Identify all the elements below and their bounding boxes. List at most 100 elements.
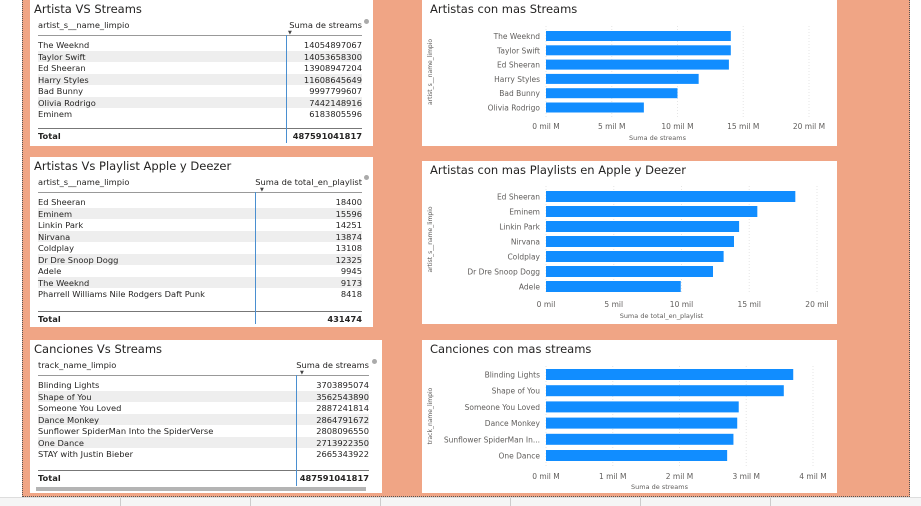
column-divider — [286, 35, 287, 143]
cell-name: Taylor Swift — [38, 51, 86, 62]
x-tick-label: 5 mil M — [598, 122, 625, 131]
table-artist-streams: artist_s__name_limpio Suma de streams ▼ … — [38, 17, 362, 143]
table-row[interactable]: One Dance 2713922350 — [38, 436, 369, 448]
chart-title: Canciones con mas streams — [430, 342, 592, 356]
bottom-scroll-strip — [0, 497, 921, 506]
bar — [546, 281, 681, 292]
more-options-icon[interactable] — [364, 175, 369, 180]
bar — [546, 221, 740, 232]
table-panel-artist-playlist[interactable]: Artistas Vs Playlist Apple y Deezer arti… — [30, 157, 373, 327]
cell-name: Coldplay — [38, 243, 75, 253]
table-row[interactable]: The Weeknd 9173 — [38, 276, 362, 288]
table-row[interactable]: Linkin Park 14251 — [38, 219, 362, 231]
bar — [546, 102, 644, 113]
table-row[interactable]: Someone You Loved 2887241814 — [38, 402, 369, 414]
table-row[interactable]: Olivia Rodrigo 7442148916 — [38, 96, 362, 108]
table-row[interactable]: The Weeknd 14054897067 — [38, 39, 362, 51]
y-category-label: Harry Styles — [494, 75, 540, 84]
cell-value: 13108 — [335, 243, 362, 253]
more-options-icon[interactable] — [372, 359, 377, 364]
table-row[interactable]: Coldplay 13108 — [38, 242, 362, 254]
horizontal-scrollbar[interactable] — [36, 487, 366, 491]
column-header-playlist[interactable]: Suma de total_en_playlist — [255, 177, 362, 187]
cell-value: 15596 — [335, 208, 362, 219]
sort-desc-icon[interactable]: ▼ — [288, 30, 292, 36]
cell-value: 13908947204 — [303, 63, 362, 73]
bar — [546, 251, 724, 262]
cell-value: 14053658300 — [303, 51, 362, 62]
bar — [546, 31, 731, 41]
x-tick-label: 20 mil M — [793, 122, 825, 131]
table-panel-tracks-streams[interactable]: Canciones Vs Streams track_name_limpio S… — [30, 340, 382, 493]
more-options-icon[interactable] — [364, 19, 369, 24]
column-header-track[interactable]: track_name_limpio — [38, 360, 117, 370]
cell-value: 2864791672 — [316, 414, 369, 425]
chart-artist-streams: 0 mil M 5 mil M 10 mil M 15 mil M 20 mil M Th… — [427, 26, 825, 142]
x-tick-label: 15 mil M — [727, 122, 759, 131]
cell-name: Nirvana — [38, 231, 71, 242]
table-row[interactable]: Eminem 6183805596 — [38, 108, 362, 120]
table-title: Canciones Vs Streams — [34, 342, 163, 356]
y-axis-title: artist_s__name_limpio — [427, 39, 434, 105]
table-row[interactable]: Pharrell Williams Nile Rodgers Daft Punk… — [38, 288, 362, 300]
column-header-artist[interactable]: artist_s__name_limpio — [38, 177, 130, 187]
table-header: artist_s__name_limpio Suma de total_en_p… — [38, 174, 362, 193]
table-title: Artistas Vs Playlist Apple y Deezer — [34, 159, 232, 173]
cell-name: Someone You Loved — [38, 403, 122, 413]
y-category-label: Dance Monkey — [485, 419, 541, 428]
table-row[interactable]: STAY with Justin Bieber 2665343922 — [38, 448, 369, 460]
y-category-label: One Dance — [498, 452, 540, 461]
chart-panel-tracks-streams[interactable]: Canciones con mas streams 0 mil M 1 mil M… — [422, 340, 837, 493]
bar — [546, 73, 699, 84]
x-tick-label: 3 mil M — [733, 472, 760, 481]
table-title: Artista VS Streams — [34, 2, 142, 16]
table-row[interactable]: Dance Monkey 2864791672 — [38, 413, 369, 425]
table-row[interactable]: Ed Sheeran 18400 — [38, 196, 362, 208]
x-tick-label: 15 mil — [738, 300, 761, 309]
table-row[interactable]: Sunflower SpiderMan Into the SpiderVerse… — [38, 425, 369, 437]
cell-name: Linkin Park — [38, 220, 84, 230]
table-row[interactable]: Blinding Lights 3703895074 — [38, 379, 369, 391]
column-header-artist[interactable]: artist_s__name_limpio — [38, 20, 130, 30]
x-tick-label: 0 mil M — [532, 122, 559, 131]
table-row[interactable]: Harry Styles 11608645649 — [38, 73, 362, 85]
table-panel-artist-streams[interactable]: Artista VS Streams artist_s__name_limpio… — [30, 0, 373, 146]
cell-name: Ed Sheeran — [38, 63, 86, 73]
x-tick-label: 10 mil — [670, 300, 693, 309]
table-row[interactable]: Eminem 15596 — [38, 207, 362, 219]
y-category-label: Coldplay — [507, 253, 540, 262]
table-row[interactable]: Bad Bunny 9997799607 — [38, 85, 362, 97]
y-category-label: Sunflower SpiderMan In... — [444, 435, 540, 444]
chart-artist-playlist: 0 mil 5 mil 10 mil 15 mil 20 mil Ed Sheeran Em… — [427, 186, 829, 320]
bar — [546, 450, 728, 461]
sort-desc-icon[interactable]: ▼ — [260, 187, 264, 193]
column-header-streams[interactable]: Suma de streams — [296, 360, 369, 370]
bar — [546, 369, 794, 380]
cell-value: 2887241814 — [316, 403, 369, 413]
cell-value: 2665343922 — [316, 449, 369, 459]
table-row[interactable]: Dr Dre Snoop Dogg 12325 — [38, 253, 362, 265]
chart-panel-artist-streams[interactable]: Artistas con mas Streams 0 mil M 5 mil M 1… — [422, 0, 837, 146]
cell-name: Olivia Rodrigo — [38, 97, 96, 108]
cell-name: Bad Bunny — [38, 86, 84, 96]
cell-value: 8418 — [340, 289, 362, 299]
cell-name: Blinding Lights — [38, 380, 100, 390]
table-row[interactable]: Adele 9945 — [38, 265, 362, 277]
table-row[interactable]: Nirvana 13874 — [38, 230, 362, 242]
bar — [546, 266, 714, 277]
table-row[interactable]: Ed Sheeran 13908947204 — [38, 62, 362, 74]
chart-panel-artist-playlist[interactable]: Artistas con mas Playlists en Apple y De… — [422, 161, 837, 324]
x-axis-title: Suma de total_en_playlist — [620, 312, 704, 320]
table-header: track_name_limpio Suma de streams — [38, 357, 369, 376]
column-header-streams[interactable]: Suma de streams — [289, 20, 362, 30]
bar — [546, 88, 678, 99]
y-category-label: Bad Bunny — [499, 89, 540, 98]
chart-tracks-streams: 0 mil M 1 mil M 2 mil M 3 mil M 4 mil M Blind… — [427, 366, 827, 491]
x-tick-label: 2 mil M — [666, 472, 693, 481]
cell-name: Sunflower SpiderMan Into the SpiderVerse — [38, 426, 214, 436]
table-row[interactable]: Taylor Swift 14053658300 — [38, 50, 362, 62]
bar — [546, 433, 734, 445]
sort-desc-icon[interactable]: ▼ — [300, 370, 304, 376]
table-row[interactable]: Shape of You 3562543890 — [38, 390, 369, 402]
x-tick-label: 4 mil M — [799, 472, 826, 481]
